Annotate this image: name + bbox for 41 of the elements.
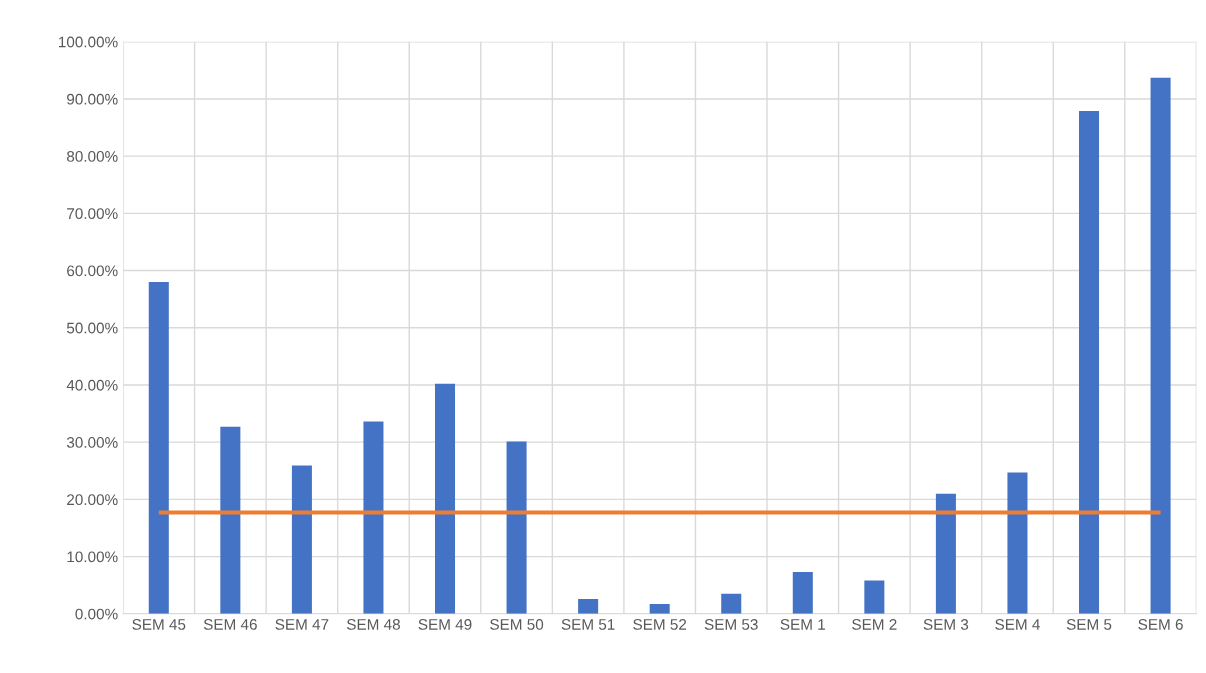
bar [363, 421, 384, 614]
bar [1007, 472, 1028, 614]
bar [649, 604, 670, 614]
bar [435, 383, 456, 614]
x-tick-label: SEM 5 [1066, 619, 1112, 630]
y-tick-label: 50.00% [66, 322, 118, 334]
bar [935, 493, 956, 614]
x-tick-label: SEM 3 [923, 619, 969, 630]
x-tick-label: SEM 51 [561, 619, 615, 630]
bar [506, 441, 527, 614]
x-tick-label: SEM 46 [203, 619, 257, 630]
y-tick-label: 10.00% [67, 551, 118, 563]
x-tick-label: SEM 1 [780, 619, 825, 630]
bar [578, 598, 599, 614]
y-tick-label: 60.00% [67, 265, 118, 277]
bar [792, 572, 813, 614]
x-tick-label: SEM 6 [1138, 619, 1183, 630]
x-tick-label: SEM 49 [418, 619, 472, 630]
y-tick-label: 70.00% [67, 208, 118, 220]
y-tick-label: 80.00% [67, 151, 118, 162]
y-tick-label: 20.00% [67, 494, 118, 506]
x-tick-label: SEM 2 [852, 619, 897, 630]
x-tick-label: SEM 52 [633, 619, 687, 630]
bar [721, 593, 742, 614]
bar [291, 465, 312, 614]
y-tick-label: 40.00% [66, 379, 118, 391]
bar [148, 281, 169, 614]
y-tick-label: 0.00% [75, 608, 118, 620]
x-tick-label: SEM 4 [995, 619, 1040, 630]
bar [1150, 77, 1171, 614]
x-tick-label: SEM 48 [346, 619, 400, 630]
y-tick-label: 100.00% [59, 36, 118, 48]
x-tick-label: SEM 45 [132, 619, 186, 630]
x-tick-label: SEM 53 [704, 619, 758, 630]
x-tick-label: SEM 50 [490, 619, 544, 630]
bar [1079, 110, 1100, 614]
y-tick-label: 90.00% [67, 93, 118, 105]
y-tick-label: 30.00% [66, 437, 118, 448]
bar [220, 426, 241, 614]
bar [864, 580, 885, 614]
x-tick-label: SEM 47 [275, 619, 329, 630]
